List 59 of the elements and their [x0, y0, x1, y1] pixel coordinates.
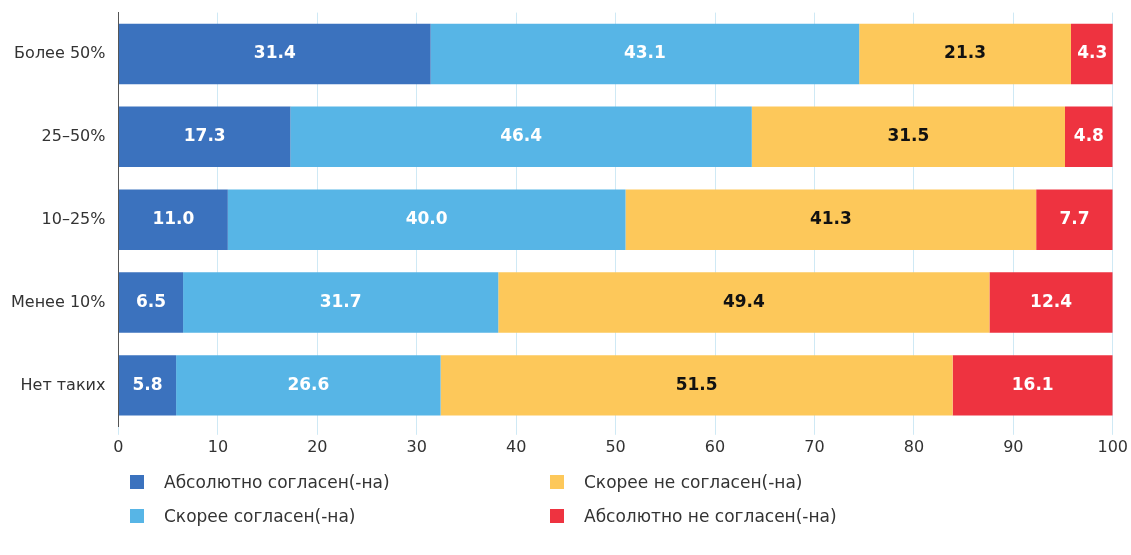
data-label: 5.8: [132, 373, 163, 394]
x-tick-label: 40: [505, 436, 527, 456]
data-label: 41.3: [809, 208, 852, 229]
data-label: 17.3: [183, 125, 226, 146]
data-label: 4.3: [1077, 42, 1108, 63]
bar: [290, 106, 752, 168]
x-tick-label: 60: [704, 436, 726, 456]
data-label: 49.4: [722, 290, 765, 311]
data-label: 31.7: [319, 290, 362, 311]
x-tick-label: 50: [605, 436, 626, 456]
bar: [118, 189, 228, 250]
data-label: 51.5: [675, 373, 718, 394]
y-tick-label: Более 50%: [14, 43, 106, 63]
bar: [118, 355, 177, 416]
data-label: 21.3: [944, 42, 987, 63]
data-label: 7.7: [1059, 208, 1090, 229]
y-tick-label: Нет таких: [20, 374, 106, 394]
data-label: 26.6: [287, 373, 330, 394]
bar: [1065, 106, 1113, 168]
bar: [118, 272, 184, 333]
bar: [952, 355, 1113, 416]
data-label: 31.4: [253, 42, 296, 63]
bar: [1036, 189, 1113, 250]
legend-label: Скорее согласен(-на): [164, 506, 356, 526]
legend-label: Абсолютно согласен(-на): [164, 472, 390, 492]
y-tick-label: 10–25%: [41, 208, 106, 228]
legend-label: Скорее не согласен(-на): [584, 472, 803, 492]
data-label: 43.1: [623, 42, 666, 63]
bar: [430, 23, 860, 85]
x-tick-label: 90: [1003, 436, 1024, 456]
bar: [625, 189, 1037, 250]
data-label: 40.0: [405, 208, 448, 229]
legend-label: Абсолютно не согласен(-на): [584, 506, 837, 526]
data-label: 12.4: [1030, 290, 1073, 311]
x-tick-label: 30: [406, 436, 427, 456]
x-tick-label: 10: [207, 436, 229, 456]
x-tick-label: 100: [1097, 436, 1128, 456]
bar: [183, 272, 499, 333]
bar: [176, 355, 441, 416]
bar: [989, 272, 1113, 333]
x-tick-label: 70: [804, 436, 825, 456]
data-label: 31.5: [887, 125, 930, 146]
bar: [118, 106, 291, 168]
bar: [118, 23, 431, 85]
bar: [751, 106, 1066, 168]
bar: [859, 23, 1071, 85]
bar: [440, 355, 953, 416]
data-label: 16.1: [1011, 373, 1054, 394]
y-tick-label: Менее 10%: [10, 291, 106, 311]
data-label: 6.5: [135, 290, 167, 311]
y-tick-label: 25–50%: [41, 126, 106, 146]
data-label: 46.4: [500, 125, 543, 146]
bar: [498, 272, 990, 333]
data-label: 11.0: [152, 208, 195, 229]
x-tick-label: 80: [903, 436, 925, 456]
data-label: 4.8: [1073, 125, 1104, 146]
x-tick-label: 0: [113, 436, 124, 456]
bar: [227, 189, 626, 250]
x-tick-label: 20: [307, 436, 328, 456]
